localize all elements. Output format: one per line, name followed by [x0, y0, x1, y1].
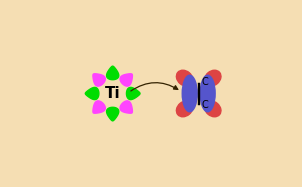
Ellipse shape	[204, 70, 221, 86]
Polygon shape	[120, 74, 132, 86]
Polygon shape	[107, 66, 119, 80]
Ellipse shape	[176, 70, 193, 86]
Text: C: C	[201, 77, 208, 87]
Ellipse shape	[204, 101, 221, 117]
Ellipse shape	[200, 75, 215, 112]
Polygon shape	[120, 101, 132, 113]
Polygon shape	[107, 107, 119, 121]
Ellipse shape	[182, 75, 197, 112]
Ellipse shape	[176, 101, 193, 117]
Polygon shape	[127, 87, 140, 100]
Polygon shape	[93, 74, 105, 86]
Text: C: C	[201, 100, 208, 110]
Polygon shape	[93, 101, 105, 113]
Text: Ti: Ti	[105, 86, 120, 101]
Polygon shape	[85, 87, 99, 100]
